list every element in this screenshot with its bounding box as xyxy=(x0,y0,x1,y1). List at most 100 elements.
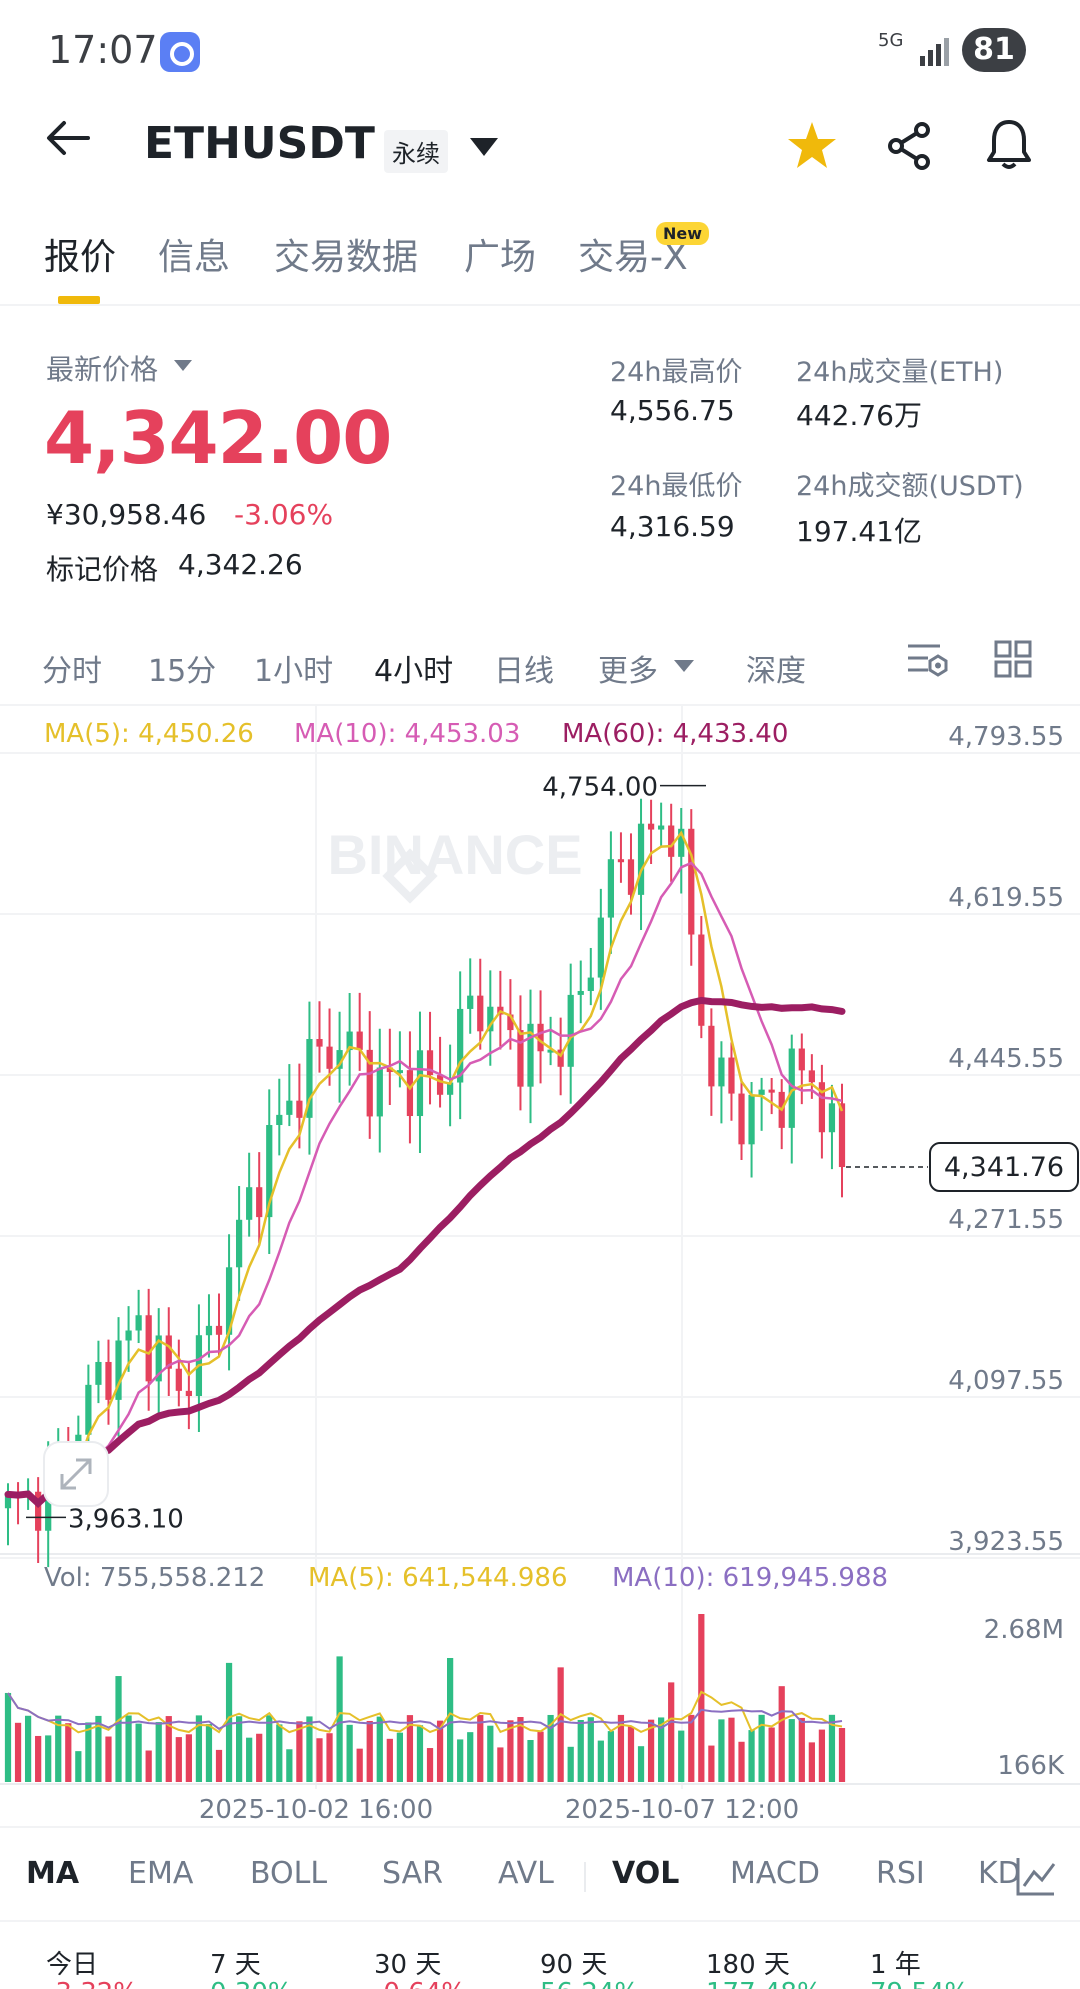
candle-body xyxy=(557,1049,564,1067)
back-arrow-icon[interactable] xyxy=(44,120,92,156)
y-tick-label: 4,445.55 xyxy=(948,1044,1064,1074)
binance-logo-shape xyxy=(382,848,438,904)
volume-bar xyxy=(105,1736,112,1782)
signal-icon xyxy=(920,38,949,66)
volume-bars xyxy=(4,1614,846,1782)
candle-body xyxy=(527,1023,534,1087)
volume-bar xyxy=(718,1719,725,1782)
candle-body xyxy=(326,1046,333,1069)
candle-body xyxy=(135,1315,142,1331)
indicator-ema[interactable]: EMA xyxy=(128,1856,194,1891)
tab-square[interactable]: 广场 xyxy=(464,237,537,278)
candle-body xyxy=(668,825,675,857)
mark-price-label: 标记价格 xyxy=(46,553,159,586)
candle-body xyxy=(165,1335,172,1369)
volume-bar xyxy=(205,1724,213,1782)
candle-body xyxy=(286,1100,293,1115)
volume-bar xyxy=(386,1738,393,1782)
interval-15m[interactable]: 15分 xyxy=(148,654,217,689)
volume-eth-label: 24h成交量(ETH) xyxy=(796,357,1004,388)
candle-body xyxy=(296,1100,303,1118)
perf-value-90d: 56.24% xyxy=(540,1978,639,1989)
indicator-settings-icon[interactable] xyxy=(1014,1854,1058,1898)
favorite-star-icon[interactable] xyxy=(786,120,838,170)
volume-eth-value: 442.76万 xyxy=(796,399,922,432)
indicator-rsi[interactable]: RSI xyxy=(876,1856,925,1891)
volume-bar xyxy=(647,1719,655,1782)
y-tick-label: 4,619.55 xyxy=(948,883,1064,913)
volume-usdt-value: 197.41亿 xyxy=(796,515,922,548)
interval-day[interactable]: 日线 xyxy=(494,654,554,689)
indicator-boll[interactable]: BOLL xyxy=(250,1856,328,1891)
chart-settings-icon[interactable] xyxy=(906,640,950,680)
candle-body xyxy=(256,1187,263,1218)
tabs-divider xyxy=(0,304,1080,306)
layout-grid-icon[interactable] xyxy=(994,640,1034,680)
interval-time[interactable]: 分时 xyxy=(42,654,102,689)
ma60-label: MA(60): 4,433.40 xyxy=(562,719,788,749)
volume-bar xyxy=(517,1717,524,1782)
volume-bar xyxy=(487,1725,494,1782)
volume-bar xyxy=(145,1750,152,1782)
volume-bar xyxy=(175,1737,182,1782)
notification-bell-icon[interactable] xyxy=(984,118,1034,170)
candle-body xyxy=(698,934,705,1026)
volume-bar xyxy=(185,1734,192,1782)
interval-1h[interactable]: 1小时 xyxy=(254,654,334,689)
indicator-macd[interactable]: MACD xyxy=(730,1856,820,1891)
interval-more[interactable]: 更多 xyxy=(598,654,658,689)
app-notification-icon xyxy=(160,32,200,72)
candle-body xyxy=(477,995,484,1032)
depth-tab[interactable]: 深度 xyxy=(746,654,806,689)
candle-body xyxy=(225,1267,233,1335)
candle-body xyxy=(467,995,474,1009)
volume-bar xyxy=(808,1742,815,1782)
indicator-sar[interactable]: SAR xyxy=(382,1856,443,1891)
volume-bar xyxy=(567,1746,574,1782)
symbol-dropdown-icon[interactable] xyxy=(470,138,498,156)
volume-bar xyxy=(266,1715,273,1782)
indicator-ma[interactable]: MA xyxy=(26,1856,80,1891)
price-type-dropdown-icon[interactable] xyxy=(174,360,192,371)
interval-4h[interactable]: 4小时 xyxy=(374,654,454,689)
volume-bar xyxy=(828,1714,836,1782)
indicator-avl[interactable]: AVL xyxy=(498,1856,554,1891)
status-time: 17:07 xyxy=(48,28,158,72)
volume-bar xyxy=(778,1686,785,1782)
volume-bar xyxy=(467,1732,474,1782)
volume-bar xyxy=(195,1715,203,1782)
candle-body xyxy=(838,1103,846,1168)
symbol-title[interactable]: ETHUSDT xyxy=(144,118,375,169)
volume-bar xyxy=(436,1720,444,1782)
y-tick-label: 4,793.55 xyxy=(948,722,1064,752)
volume-bar xyxy=(356,1748,363,1782)
candle-body xyxy=(547,1049,554,1053)
volume-bar xyxy=(637,1746,645,1782)
volume-bar xyxy=(768,1727,775,1782)
more-dropdown-icon[interactable] xyxy=(674,660,694,672)
volume-tick-low: 166K xyxy=(997,1751,1065,1781)
share-icon[interactable] xyxy=(886,122,934,170)
volume-bar xyxy=(708,1745,715,1782)
volume-ma10-line xyxy=(7,1692,843,1731)
candlestick-chart[interactable]: 4,793.55 4,619.55 4,445.55 4,271.55 4,097.55… xyxy=(0,704,1080,1824)
latest-price-label[interactable]: 最新价格 xyxy=(46,353,159,386)
volume-bar xyxy=(457,1739,464,1782)
tab-quote[interactable]: 报价 xyxy=(44,237,117,278)
candle-body xyxy=(356,1031,363,1050)
ma10-line xyxy=(7,861,843,1505)
tab-trading-data[interactable]: 交易数据 xyxy=(274,237,419,278)
volume-bar xyxy=(627,1726,635,1782)
candle-body xyxy=(828,1103,836,1133)
volume-bar xyxy=(678,1730,685,1782)
change-percent: -3.06% xyxy=(234,498,334,531)
indicator-kd[interactable]: KD xyxy=(978,1856,1018,1891)
candle-body xyxy=(587,977,594,991)
perf-value-today: -3.32% xyxy=(46,1978,138,1989)
volume-bar xyxy=(296,1721,303,1782)
candle-body xyxy=(155,1335,162,1382)
volume-bar xyxy=(366,1720,373,1782)
tab-info[interactable]: 信息 xyxy=(158,237,231,278)
indicator-vol[interactable]: VOL xyxy=(612,1856,680,1891)
high-24h-value: 4,556.75 xyxy=(610,394,735,427)
